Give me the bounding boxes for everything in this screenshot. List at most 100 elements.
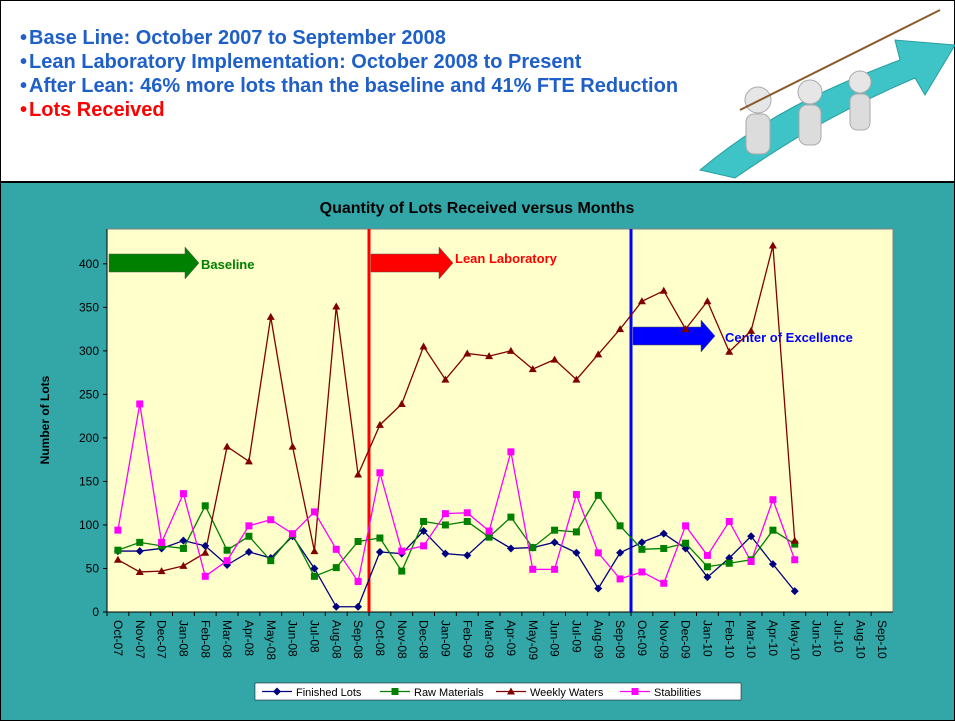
x-tick-label: Dec-07 xyxy=(155,620,169,659)
marker xyxy=(768,241,777,249)
x-tick-label: Nov-09 xyxy=(657,620,671,659)
marker xyxy=(682,522,690,530)
marker xyxy=(528,365,537,373)
x-tick-label: Jan-09 xyxy=(438,620,452,657)
marker xyxy=(289,530,297,538)
decor-rope xyxy=(739,9,941,111)
decor-figure xyxy=(848,70,872,94)
x-tick-label: Sep-08 xyxy=(351,620,365,659)
marker xyxy=(747,326,756,334)
bullet: Base Line: October 2007 to September 200… xyxy=(20,26,700,50)
y-axis-label: Number of Lots xyxy=(38,375,52,464)
y-tick-label: 0 xyxy=(92,605,99,619)
marker xyxy=(332,302,341,310)
x-tick-label: May-09 xyxy=(526,620,540,660)
decor-figure xyxy=(797,79,823,105)
marker xyxy=(244,547,253,556)
marker xyxy=(273,687,281,696)
marker xyxy=(135,547,144,556)
marker xyxy=(136,400,144,408)
marker xyxy=(114,526,122,534)
marker xyxy=(441,375,450,383)
x-tick-label: Aug-08 xyxy=(329,620,343,659)
annotation-arrow xyxy=(632,319,716,353)
marker xyxy=(637,297,646,305)
series-line xyxy=(117,403,796,585)
marker xyxy=(616,522,624,530)
marker xyxy=(354,578,362,586)
marker xyxy=(572,548,581,557)
x-tick-label: Feb-10 xyxy=(722,620,736,658)
marker xyxy=(114,546,122,554)
marker xyxy=(638,545,646,553)
marker xyxy=(375,420,384,428)
y-tick-label: 400 xyxy=(79,257,99,271)
x-tick-label: Apr-10 xyxy=(766,620,780,656)
marker xyxy=(703,573,712,582)
marker xyxy=(310,572,318,580)
x-tick-label: Sep-09 xyxy=(613,620,627,659)
marker xyxy=(507,448,515,456)
marker xyxy=(616,325,625,333)
legend: Finished Lots Raw Materials Weekly Waters S… xyxy=(254,682,742,701)
decor-arrow xyxy=(698,39,955,179)
marker xyxy=(201,502,209,510)
x-tick-label: Oct-07 xyxy=(111,620,125,656)
decor-figure xyxy=(745,113,771,155)
marker xyxy=(441,521,449,529)
marker xyxy=(507,513,515,521)
marker xyxy=(332,602,341,611)
marker xyxy=(631,688,639,695)
marker xyxy=(594,549,602,557)
marker xyxy=(158,538,166,546)
marker xyxy=(572,528,580,536)
marker xyxy=(420,542,428,550)
marker xyxy=(397,399,406,407)
x-tick-label: Aug-09 xyxy=(591,620,605,659)
marker xyxy=(681,325,690,333)
annotation-label: Lean Laboratory xyxy=(455,251,558,266)
marker xyxy=(791,556,799,564)
marker xyxy=(638,568,646,576)
x-tick-label: May-08 xyxy=(264,620,278,660)
marker xyxy=(441,510,449,518)
marker xyxy=(791,540,799,548)
plot-area xyxy=(106,228,894,613)
marker xyxy=(223,546,231,554)
marker xyxy=(769,526,777,534)
x-tick-label: Feb-09 xyxy=(460,620,474,658)
marker xyxy=(485,352,494,360)
x-tick-label: Nov-08 xyxy=(395,620,409,659)
marker xyxy=(463,509,471,517)
marker xyxy=(310,547,319,555)
marker xyxy=(113,555,122,563)
y-tick-label: 250 xyxy=(79,387,99,401)
decor-figure xyxy=(798,104,822,146)
x-tick-label: Jan-10 xyxy=(700,620,714,657)
x-tick-label: Jul-10 xyxy=(831,620,845,653)
marker xyxy=(703,563,711,571)
marker xyxy=(223,557,231,565)
marker xyxy=(485,527,493,535)
marker xyxy=(288,442,297,450)
x-tick-label: Nov-07 xyxy=(133,620,147,659)
marker xyxy=(572,490,580,498)
legend-label: Weekly Waters xyxy=(530,687,604,699)
marker xyxy=(703,297,712,305)
x-tick-label: Mar-09 xyxy=(482,620,496,658)
y-tick-label: 350 xyxy=(79,300,99,314)
marker xyxy=(310,508,318,516)
marker xyxy=(747,558,755,566)
marker xyxy=(594,350,603,358)
y-tick-label: 100 xyxy=(79,518,99,532)
marker xyxy=(747,532,756,541)
annotation-label: Baseline xyxy=(201,257,254,272)
marker xyxy=(310,564,319,573)
marker xyxy=(332,564,340,572)
marker xyxy=(391,688,399,695)
marker xyxy=(529,565,537,573)
marker xyxy=(659,529,668,538)
marker xyxy=(354,602,363,611)
marker xyxy=(223,442,232,450)
